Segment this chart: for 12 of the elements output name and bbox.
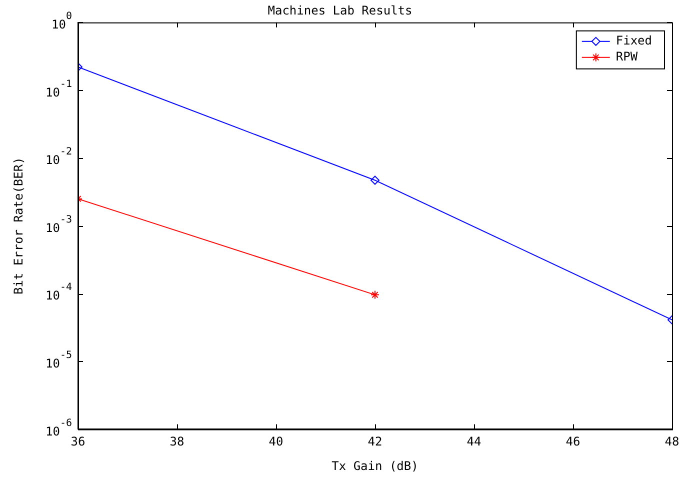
x-tick-label: 36 xyxy=(70,434,86,449)
x-tick-label: 38 xyxy=(170,434,184,449)
x-tick-label: 40 xyxy=(268,434,284,449)
chart-title: Machines Lab Results xyxy=(268,3,412,18)
y-axis-title: Bit Error Rate(BER) xyxy=(11,157,26,294)
x-tick-label: 44 xyxy=(466,434,482,449)
legend-label: RPW xyxy=(616,50,638,64)
x-axis-title: Tx Gain (dB) xyxy=(332,458,418,473)
x-tick-label: 48 xyxy=(664,434,680,449)
x-tick-label: 42 xyxy=(368,434,382,449)
legend-label: Fixed xyxy=(616,34,652,48)
x-tick-label: 46 xyxy=(566,434,580,449)
